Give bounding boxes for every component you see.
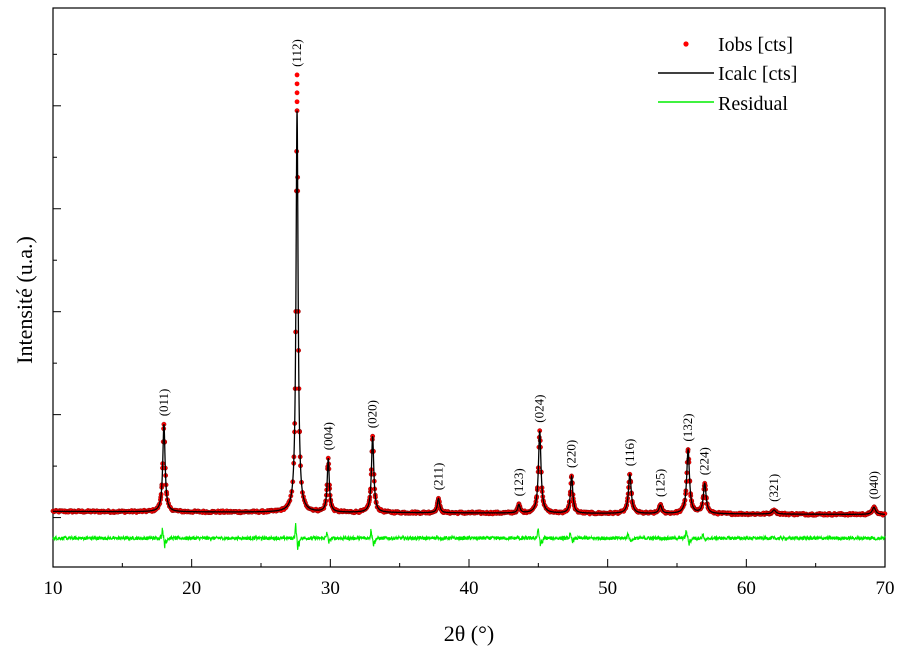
x-axis-title: 2θ (°) [444, 621, 495, 646]
residual-line [52, 523, 886, 551]
x-tick-label: 10 [44, 578, 63, 599]
peak-label: (211) [431, 463, 446, 491]
iobs-point [294, 99, 300, 105]
peak-label: (321) [766, 474, 781, 502]
x-axis-ticks: 10 20 30 40 50 60 70 [44, 559, 895, 599]
residual-series [52, 523, 886, 551]
x-tick-label: 30 [321, 578, 340, 599]
legend: Iobs [cts] Icalc [cts] Residual [658, 34, 797, 115]
peak-label: (224) [697, 447, 712, 475]
icalc-line [53, 110, 886, 515]
iobs-point [294, 81, 300, 87]
peak-label: (123) [511, 468, 526, 496]
peak-label: (004) [320, 422, 335, 450]
legend-marker-iobs [683, 41, 689, 47]
peak-label: (024) [532, 395, 547, 423]
legend-label-residual: Residual [718, 93, 788, 115]
peak-label: (116) [622, 439, 637, 467]
legend-label-icalc: Icalc [cts] [718, 63, 797, 85]
x-tick-label: 60 [737, 578, 756, 599]
y-axis-title: Intensité (u.a.) [12, 236, 37, 364]
peak-label: (132) [680, 413, 695, 441]
peak-label: (011) [156, 389, 171, 417]
iobs-point [294, 72, 300, 78]
x-tick-label: 70 [876, 578, 895, 599]
observed-series [50, 72, 888, 518]
peak-label: (020) [365, 400, 380, 428]
peak-label: (125) [652, 469, 667, 497]
x-tick-label: 50 [598, 578, 617, 599]
legend-label-iobs: Iobs [cts] [718, 34, 793, 56]
x-tick-label: 40 [460, 578, 479, 599]
plot-frame [52, 7, 886, 568]
peak-label: (112) [289, 39, 304, 67]
peak-label: (220) [564, 440, 579, 468]
y-axis-ticks [53, 53, 61, 519]
iobs-point [294, 90, 300, 96]
x-tick-label: 20 [182, 578, 201, 599]
calculated-series [53, 110, 886, 515]
peak-label: (040) [866, 471, 881, 499]
